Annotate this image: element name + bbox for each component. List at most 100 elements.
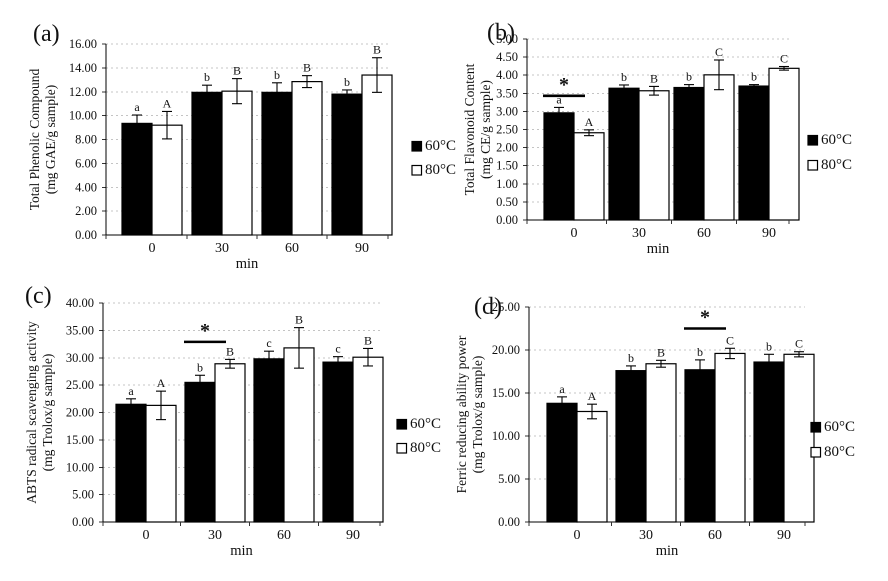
x-tick-label: 30 bbox=[215, 241, 229, 256]
sig-letter: c bbox=[335, 342, 340, 356]
sig-letter: a bbox=[556, 92, 562, 106]
bar-80c-group-30 bbox=[645, 363, 677, 523]
y-tick-label: 0.00 bbox=[75, 228, 97, 242]
panel-label: (d) bbox=[474, 294, 502, 320]
legend-swatch-filled-icon bbox=[411, 140, 423, 152]
y-tick-label: 30.00 bbox=[66, 351, 94, 365]
sig-letter: A bbox=[157, 376, 166, 390]
x-tick-label: 60 bbox=[277, 528, 291, 543]
legend-swatch-open-icon bbox=[396, 442, 408, 454]
sig-letter: B bbox=[364, 333, 372, 347]
legend-swatch-filled-icon bbox=[810, 421, 822, 433]
y-tick-label: 0.50 bbox=[496, 195, 518, 209]
bar-80c-group-90 bbox=[783, 353, 815, 523]
bar-60c-group-60 bbox=[684, 369, 716, 523]
bar-80c-group-0 bbox=[145, 404, 177, 523]
bar-80c-group-30 bbox=[214, 363, 246, 523]
panel-a: 0.00 2.00 4.00 6.00 8.00 10.00 12.00 14.00 16.00… bbox=[27, 21, 456, 272]
legend-swatch-filled-icon bbox=[807, 134, 819, 146]
y-tick-label: 1.00 bbox=[496, 177, 518, 191]
y-tick-label: 10.00 bbox=[492, 429, 520, 443]
y-tick-label: 2.00 bbox=[75, 204, 97, 218]
x-axis-title: min bbox=[230, 543, 253, 559]
x-tick-label: 60 bbox=[697, 226, 711, 241]
significance-asterisk: * bbox=[700, 307, 710, 329]
x-tick-label: 60 bbox=[285, 241, 299, 256]
bar-60c-group-0 bbox=[543, 112, 575, 221]
sig-letter: b bbox=[697, 345, 703, 359]
bar-80c-group-60 bbox=[291, 81, 323, 236]
y-axis-title-units: (mg Trolox/g sample) bbox=[470, 356, 485, 474]
sig-letter: a bbox=[559, 382, 565, 396]
sig-letter: B bbox=[303, 61, 311, 75]
y-tick-label: 15.00 bbox=[66, 433, 94, 447]
y-axis-title: Ferric reducing ability power bbox=[454, 335, 469, 493]
y-tick-label: 4.00 bbox=[496, 68, 518, 82]
x-tick-label: 0 bbox=[571, 226, 578, 241]
sig-letter: b bbox=[628, 351, 634, 365]
y-tick-label: 4.50 bbox=[496, 50, 518, 64]
sig-letter: B bbox=[226, 344, 234, 358]
legend-label: 60°C bbox=[824, 419, 855, 435]
y-tick-label: 4.00 bbox=[75, 180, 97, 194]
y-tick-label: 10.00 bbox=[69, 109, 97, 123]
sig-letter: C bbox=[715, 45, 723, 59]
legend-label: 60°C bbox=[425, 138, 456, 154]
y-tick-label: 14.00 bbox=[69, 61, 97, 75]
legend-label: 80°C bbox=[821, 157, 852, 173]
panel-c: 0.00 5.00 10.00 15.00 20.00 25.00 30.00 35.00 40… bbox=[24, 283, 441, 559]
legend-label: 60°C bbox=[410, 416, 441, 432]
y-tick-label: 2.50 bbox=[496, 123, 518, 137]
y-tick-label: 10.00 bbox=[66, 460, 94, 474]
sig-letter: C bbox=[795, 337, 803, 351]
legend-swatch-open-icon bbox=[807, 159, 819, 171]
y-tick-label: 5.00 bbox=[72, 488, 94, 502]
panel-label: (a) bbox=[33, 21, 60, 47]
bar-80c-group-30 bbox=[221, 90, 253, 236]
legend-swatch-open-icon bbox=[411, 164, 423, 176]
y-tick-label: 6.00 bbox=[75, 156, 97, 170]
x-tick-label: 30 bbox=[208, 528, 222, 543]
legend-swatch-open-icon bbox=[810, 446, 822, 458]
x-tick-label: 30 bbox=[639, 528, 653, 543]
y-tick-label: 25.00 bbox=[66, 378, 94, 392]
panel-b: 0.00 0.50 1.00 1.50 2.00 2.50 3.00 3.50 4.00 4.50… bbox=[462, 20, 852, 257]
bar-60c-group-0 bbox=[115, 403, 147, 523]
sig-letter: B bbox=[650, 71, 658, 85]
bar-60c-group-60 bbox=[673, 86, 705, 221]
bar-80c-group-90 bbox=[361, 74, 393, 236]
y-axis-title: Total Phenolic Compound bbox=[27, 68, 42, 210]
y-tick-label: 12.00 bbox=[69, 85, 97, 99]
sig-letter: A bbox=[585, 115, 594, 129]
y-tick-label: 3.50 bbox=[496, 86, 518, 100]
legend-label: 80°C bbox=[410, 440, 441, 456]
panel-d: 0.00 5.00 10.00 15.00 20.00 25.00 a b b b A B C C 0 30 6… bbox=[454, 294, 855, 559]
x-tick-label: 90 bbox=[346, 528, 360, 543]
y-tick-label: 2.00 bbox=[496, 141, 518, 155]
y-tick-label: 16.00 bbox=[69, 37, 97, 51]
x-tick-label: 0 bbox=[574, 528, 581, 543]
sig-letter: b bbox=[344, 75, 350, 89]
y-tick-label: 5.00 bbox=[496, 32, 518, 46]
x-tick-label: 90 bbox=[355, 241, 369, 256]
sig-letter: A bbox=[588, 389, 597, 403]
y-tick-label: 0.00 bbox=[498, 515, 520, 529]
bar-60c-group-90 bbox=[738, 85, 770, 221]
x-axis-title: min bbox=[656, 543, 679, 559]
legend-label: 80°C bbox=[425, 162, 456, 178]
x-tick-label: 30 bbox=[632, 226, 646, 241]
bar-60c-group-30 bbox=[184, 381, 216, 523]
significance-asterisk: * bbox=[200, 320, 210, 342]
bar-80c-group-60 bbox=[283, 347, 315, 523]
y-axis-title: Total Flavonoid Content bbox=[462, 63, 477, 195]
y-tick-label: 20.00 bbox=[66, 406, 94, 420]
x-axis-title: min bbox=[236, 256, 259, 272]
y-tick-label: 8.00 bbox=[75, 133, 97, 147]
y-tick-label: 15.00 bbox=[492, 386, 520, 400]
y-axis-title-units: (mg Trolox/g sample) bbox=[40, 354, 55, 472]
sig-letter: c bbox=[266, 336, 271, 350]
y-tick-label: 3.00 bbox=[496, 104, 518, 118]
bar-60c-group-0 bbox=[546, 402, 578, 523]
